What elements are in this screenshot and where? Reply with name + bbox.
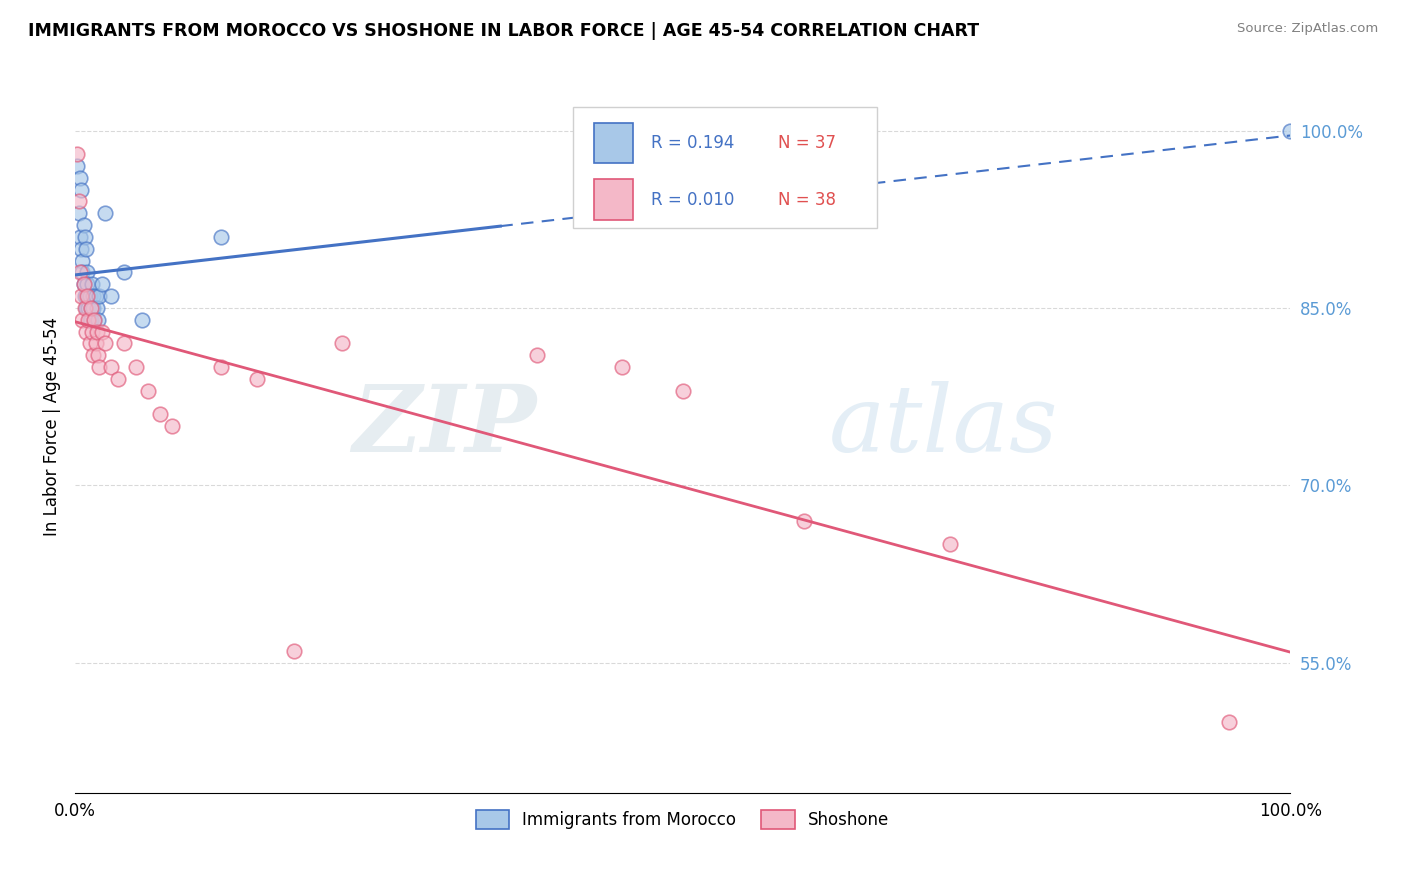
Point	[67, 206, 90, 220]
Point	[77, 289, 100, 303]
Point	[72, 277, 94, 292]
Point	[83, 312, 105, 326]
Point	[80, 301, 103, 315]
Point	[94, 206, 117, 220]
Point	[72, 218, 94, 232]
Text: R = 0.010: R = 0.010	[651, 191, 734, 209]
Text: Source: ZipAtlas.com: Source: ZipAtlas.com	[1237, 22, 1378, 36]
Point	[69, 170, 91, 185]
Point	[149, 407, 172, 421]
Point	[160, 419, 183, 434]
Point	[79, 289, 101, 303]
Point	[84, 336, 107, 351]
FancyBboxPatch shape	[574, 107, 877, 228]
Point	[90, 277, 112, 292]
Point	[72, 265, 94, 279]
Point	[90, 325, 112, 339]
Point	[793, 514, 815, 528]
Bar	[593, 179, 633, 219]
Point	[209, 359, 232, 374]
Text: N = 38: N = 38	[778, 191, 835, 209]
Point	[73, 301, 96, 315]
Point	[72, 312, 94, 326]
Point	[73, 230, 96, 244]
Point	[77, 312, 100, 326]
Point	[112, 265, 135, 279]
Point	[89, 289, 111, 303]
Point	[125, 359, 148, 374]
Point	[80, 312, 103, 326]
Point	[66, 159, 89, 173]
Bar	[593, 122, 633, 163]
Point	[80, 325, 103, 339]
Point	[671, 384, 693, 398]
Point	[70, 183, 93, 197]
Text: N = 37: N = 37	[778, 134, 835, 152]
Point	[69, 265, 91, 279]
Point	[75, 301, 97, 315]
Point	[136, 384, 159, 398]
Point	[70, 289, 93, 303]
Text: R = 0.194: R = 0.194	[651, 134, 734, 152]
Point	[72, 253, 94, 268]
Text: ZIP: ZIP	[353, 381, 537, 471]
Point	[66, 147, 89, 161]
Point	[75, 242, 97, 256]
Point	[112, 336, 135, 351]
Point	[87, 348, 110, 362]
Point	[87, 312, 110, 326]
Point	[84, 289, 107, 303]
Point	[82, 348, 104, 362]
Text: IMMIGRANTS FROM MOROCCO VS SHOSHONE IN LABOR FORCE | AGE 45-54 CORRELATION CHART: IMMIGRANTS FROM MOROCCO VS SHOSHONE IN L…	[28, 22, 979, 40]
Point	[80, 301, 103, 315]
Point	[939, 537, 962, 551]
Point	[131, 312, 153, 326]
Point	[76, 265, 98, 279]
Point	[86, 325, 108, 339]
Point	[75, 325, 97, 339]
Point	[246, 372, 269, 386]
Point	[67, 194, 90, 209]
Legend: Immigrants from Morocco, Shoshone: Immigrants from Morocco, Shoshone	[470, 803, 896, 836]
Point	[1279, 123, 1302, 137]
Point	[330, 336, 353, 351]
Point	[100, 289, 122, 303]
Point	[209, 230, 232, 244]
Point	[82, 289, 104, 303]
Point	[69, 230, 91, 244]
Point	[86, 301, 108, 315]
Point	[76, 289, 98, 303]
Point	[94, 336, 117, 351]
Point	[79, 336, 101, 351]
Point	[107, 372, 129, 386]
Point	[80, 277, 103, 292]
Point	[89, 359, 111, 374]
Point	[76, 277, 98, 292]
Y-axis label: In Labor Force | Age 45-54: In Labor Force | Age 45-54	[44, 317, 60, 535]
Point	[610, 359, 633, 374]
Point	[83, 312, 105, 326]
Point	[72, 277, 94, 292]
Point	[70, 242, 93, 256]
Point	[73, 289, 96, 303]
Point	[283, 644, 305, 658]
Point	[79, 312, 101, 326]
Point	[526, 348, 548, 362]
Text: atlas: atlas	[828, 381, 1057, 471]
Point	[1218, 714, 1240, 729]
Point	[77, 301, 100, 315]
Point	[82, 301, 104, 315]
Point	[100, 359, 122, 374]
